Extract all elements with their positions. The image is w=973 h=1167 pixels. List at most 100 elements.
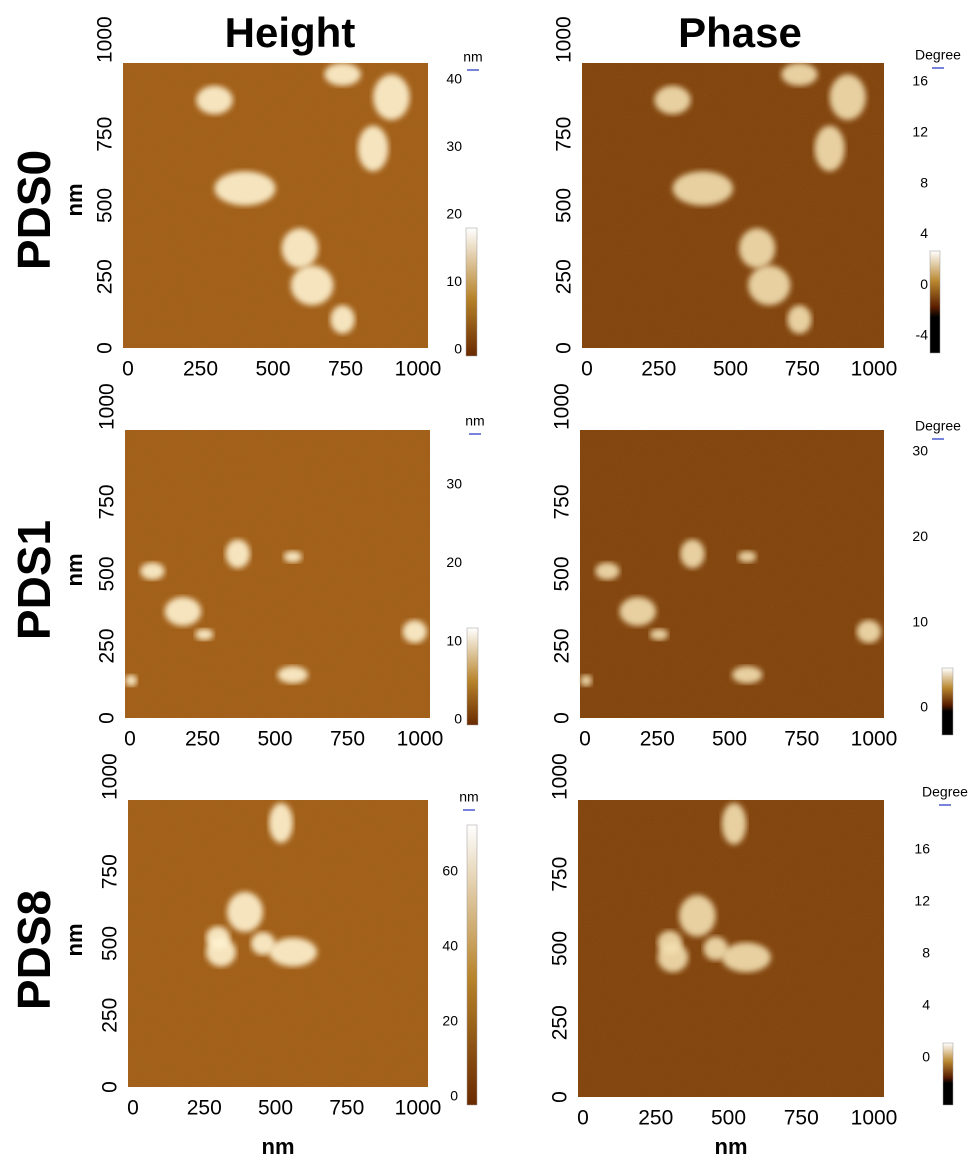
y-tick-label: 500 [99,926,122,961]
row-label: PDS8 [8,890,60,1010]
x-axis-label: nm [715,1134,748,1159]
y-tick-label: 500 [96,556,119,591]
feature [595,562,620,580]
x-tick-label: 0 [122,358,134,381]
scale-unit: Degree [915,418,961,434]
y-tick-label: 250 [96,628,119,663]
y-axis-label: nm [62,184,87,217]
scale-tick-label: 20 [446,206,462,222]
column-title: Phase [678,9,802,56]
scale-tick-label: 10 [446,273,462,289]
x-tick-label: 1000 [397,728,444,751]
feature [281,228,319,269]
feature [654,85,691,115]
feature [703,936,728,961]
x-tick-label: 250 [183,358,218,381]
feature [357,125,389,172]
y-tick-label: 750 [96,484,119,519]
y-tick-label: 0 [96,712,119,724]
x-tick-label: 750 [784,1107,819,1130]
x-tick-label: 0 [577,1107,589,1130]
y-tick-label: 250 [94,259,117,294]
feature [125,674,138,687]
y-tick-label: 1000 [551,383,574,430]
feature [269,802,293,844]
x-tick-label: 1000 [851,358,898,381]
color-bar [929,250,941,354]
y-tick-label: 500 [549,931,572,966]
scale-unit: nm [459,789,478,805]
scale-tick-label: 12 [914,893,930,909]
feature [140,562,165,580]
scale-tick-label: 30 [912,443,928,459]
y-tick-label: 250 [553,259,576,294]
y-tick-label: 750 [551,484,574,519]
x-tick-label: 500 [257,728,292,751]
afm-texture [580,430,884,718]
x-tick-label: 250 [641,358,676,381]
row-label: PDS0 [8,150,60,270]
y-tick-label: 250 [551,628,574,663]
color-bar [942,1042,954,1106]
y-tick-label: 0 [551,712,574,724]
x-tick-label: 0 [127,1097,139,1120]
feature [580,674,593,687]
scale-tick-label: 10 [912,613,928,629]
x-tick-label: 250 [640,728,675,751]
feature [781,63,818,86]
scale-tick-label: 20 [446,554,462,570]
x-tick-label: 750 [784,728,819,751]
feature [657,942,689,973]
y-tick-label: 0 [553,342,576,354]
feature [269,937,317,967]
scale-tick-label: 0 [922,1049,930,1065]
feature [672,171,733,206]
feature [787,305,812,334]
y-tick-label: 1000 [549,753,572,800]
x-tick-label: 500 [711,1107,746,1130]
y-tick-label: 1000 [553,16,576,63]
x-tick-label: 0 [581,358,593,381]
color-bar [465,227,478,357]
scale-tick-label: 16 [912,73,928,89]
feature [402,620,427,644]
x-tick-label: 1000 [851,1107,898,1130]
y-tick-label: 1000 [96,383,119,430]
y-tick-label: 0 [549,1091,572,1103]
row-label: PDS1 [8,520,60,640]
feature [324,63,361,86]
column-title: Height [225,9,356,56]
feature [214,171,276,206]
y-axis-label: nm [62,554,87,587]
feature [739,228,776,269]
scale-tick-label: 8 [920,174,928,190]
scale-tick-label: 10 [446,632,462,648]
x-tick-label: 500 [712,728,747,751]
x-tick-label: 750 [785,358,820,381]
feature [649,628,669,641]
feature [678,895,716,937]
feature [195,628,214,641]
color-bar [466,627,479,726]
scale-tick-label: 0 [450,1088,458,1104]
color-bar [941,667,954,736]
feature [680,539,705,569]
scale-tick-label: -4 [916,327,929,343]
color-bar [466,824,478,1106]
feature [251,932,275,955]
feature [856,620,881,644]
feature [164,597,202,626]
feature [196,85,233,115]
y-axis-label: nm [62,924,87,957]
scale-tick-label: 0 [920,276,928,292]
scale-tick-label: 30 [446,138,462,154]
feature [227,891,263,933]
scale-tick-label: 4 [920,225,928,241]
scale-unit: nm [463,49,482,65]
x-tick-label: 500 [258,1097,293,1120]
feature [721,802,747,845]
scale-unit: Degree [922,784,968,800]
x-tick-label: 500 [713,358,748,381]
feature [748,265,791,306]
